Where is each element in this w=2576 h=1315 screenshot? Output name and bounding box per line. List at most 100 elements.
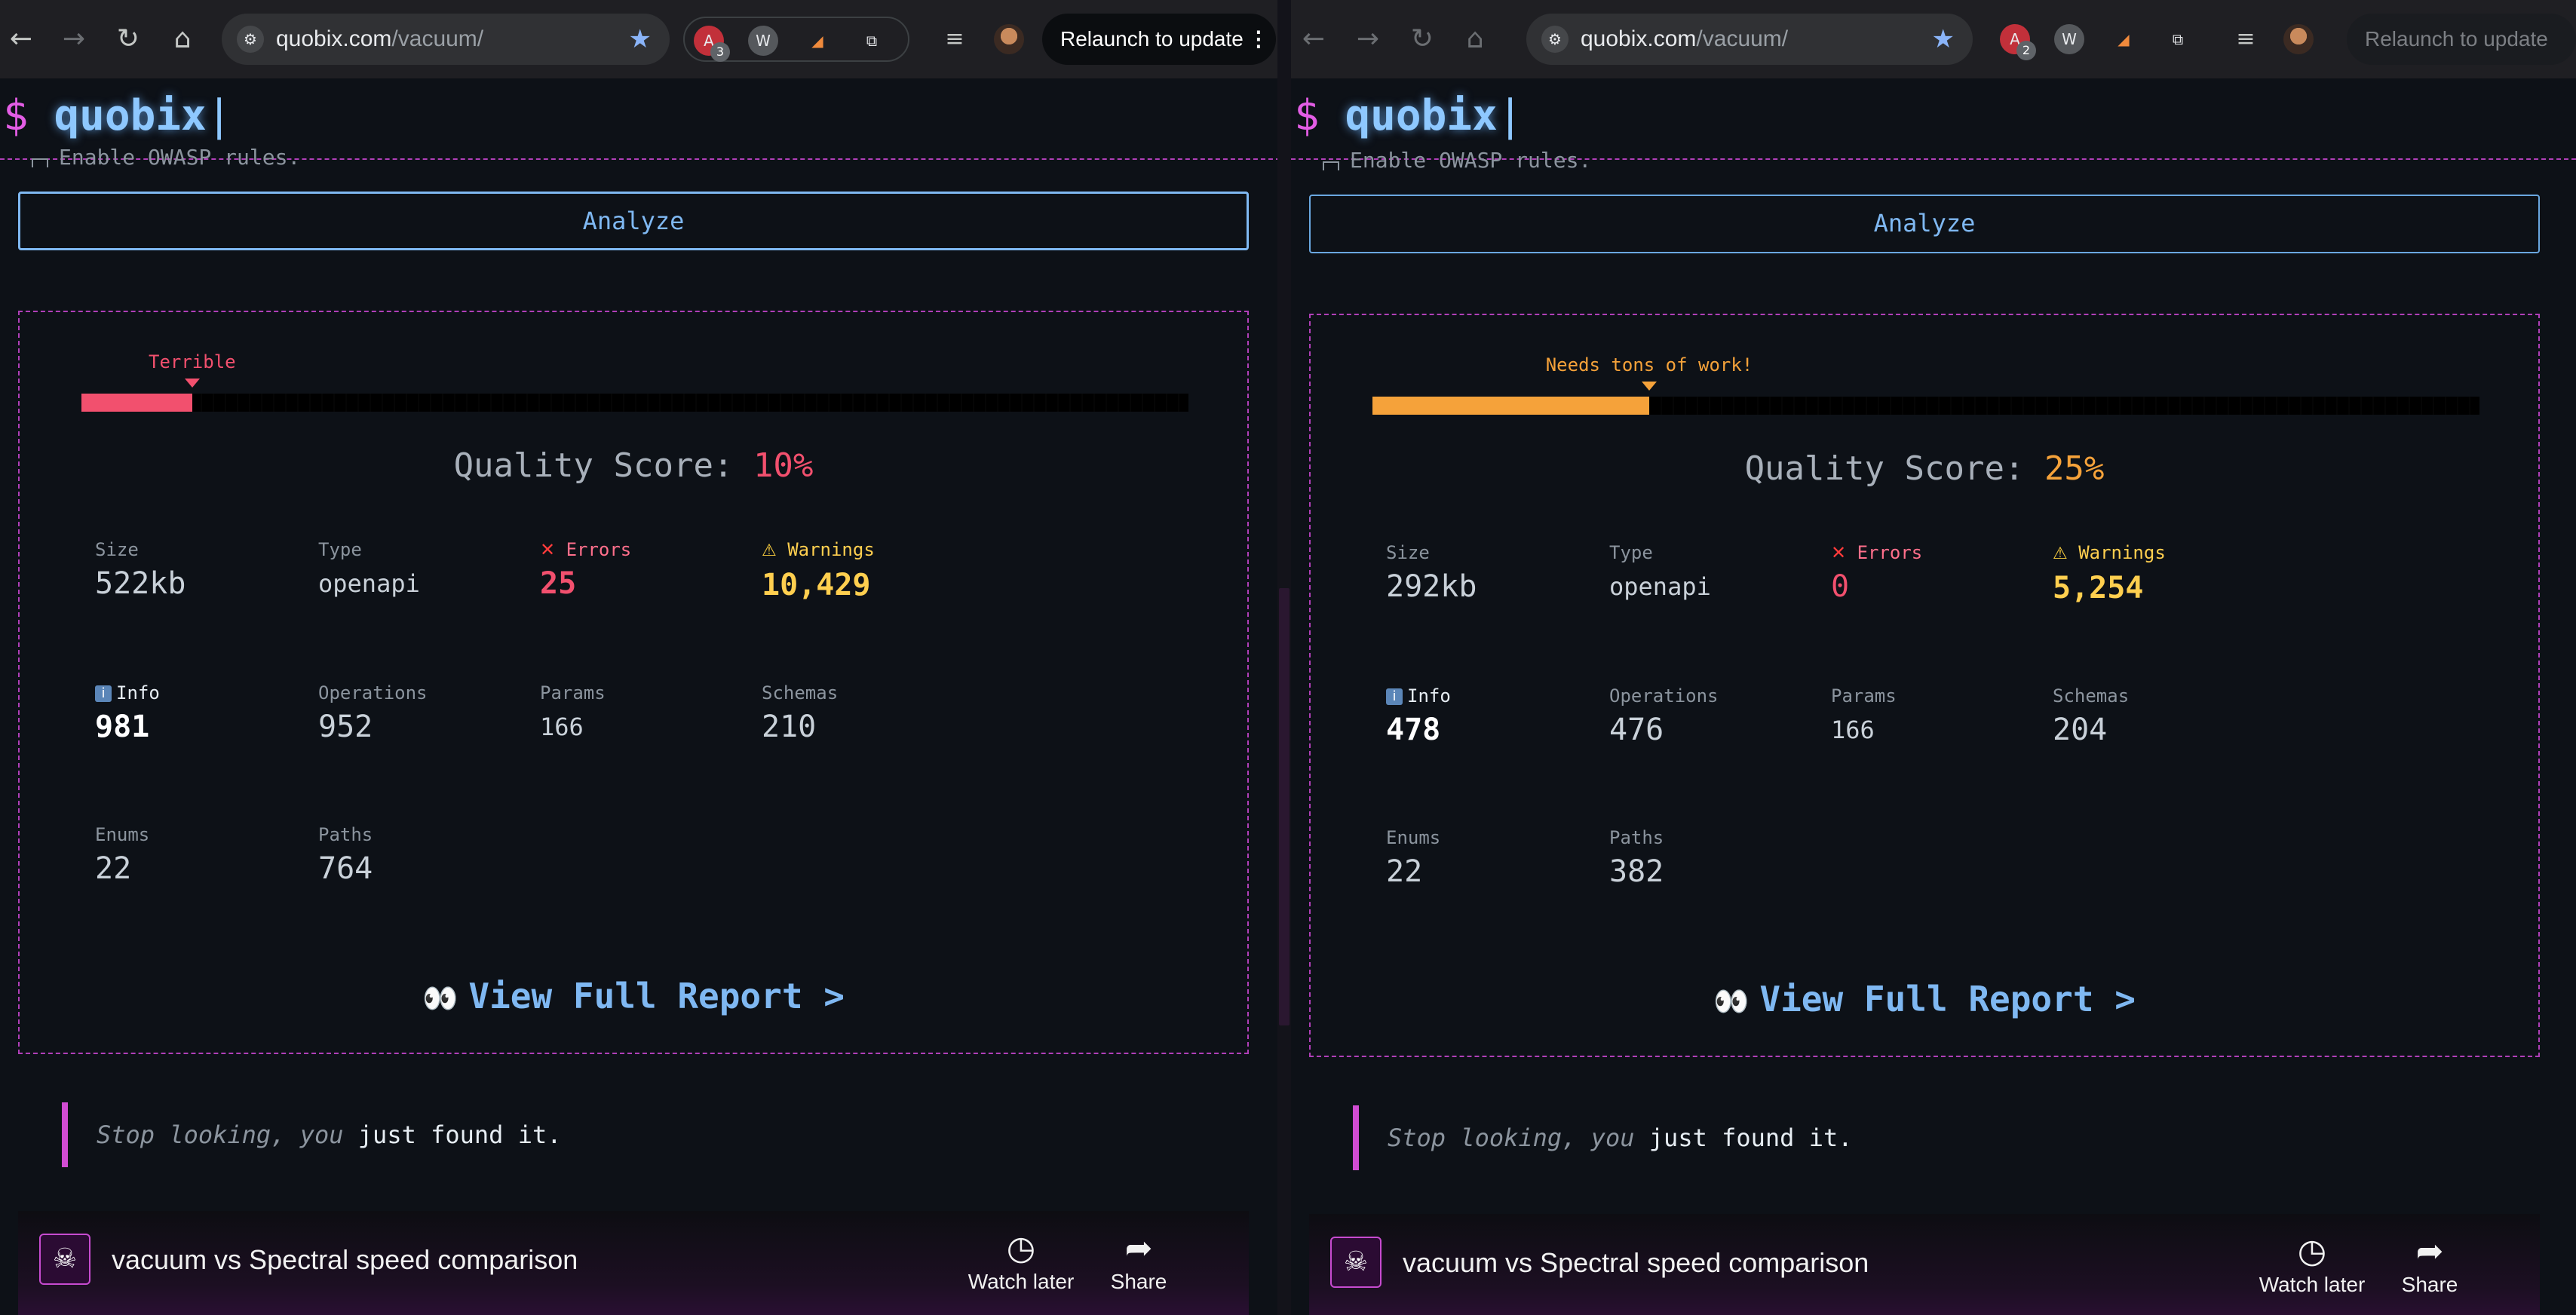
site-header: $ quobix|: [0, 78, 1288, 160]
extension-icon[interactable]: ◢: [2118, 30, 2130, 48]
stat-paths: Paths 382: [1609, 827, 1664, 889]
extension-icon[interactable]: ◢: [811, 32, 823, 50]
score-progress-fill: [1372, 397, 1649, 415]
profile-avatar[interactable]: [2283, 24, 2314, 54]
owasp-checkbox-row[interactable]: Enable OWASP rules.: [32, 145, 300, 167]
warning-triangle-icon: ⚠: [2053, 544, 2068, 563]
channel-avatar-icon[interactable]: ☠: [1330, 1237, 1382, 1288]
share-button[interactable]: ➦ Share: [2369, 1231, 2490, 1297]
stat-schemas: Schemas 210: [762, 682, 839, 744]
bookmark-star-icon[interactable]: ★: [1931, 24, 1955, 54]
address-url: quobix.com/vacuum/: [276, 26, 484, 51]
back-icon[interactable]: ←: [1302, 23, 1326, 54]
stat-operations: Operations 476: [1609, 685, 1719, 747]
video-embed[interactable]: ☠ vacuum vs Spectral speed comparison ◷ W…: [18, 1211, 1249, 1315]
window-divider: [1277, 0, 1291, 1315]
clock-icon: ◷: [1006, 1229, 1036, 1267]
score-progress-track: [1372, 397, 2479, 415]
back-icon[interactable]: ←: [9, 23, 33, 54]
error-x-icon: ✕: [1831, 542, 1847, 563]
owasp-checkbox[interactable]: [1323, 161, 1339, 170]
error-x-icon: ✕: [540, 539, 556, 560]
warning-triangle-icon: ⚠: [762, 541, 777, 560]
quality-score-heading: Quality Score: 10%: [453, 446, 814, 485]
quality-score-value: 25%: [2044, 449, 2105, 488]
view-full-report-link[interactable]: 👀 View Full Report >: [422, 976, 845, 1016]
relaunch-button[interactable]: Relaunch to update ⋮: [1042, 14, 1276, 65]
score-marker-caret: [1642, 382, 1657, 391]
video-embed[interactable]: ☠ vacuum vs Spectral speed comparison ◷ W…: [1309, 1214, 2540, 1315]
reload-icon[interactable]: ↻: [116, 23, 140, 54]
reading-list-icon[interactable]: ≡: [945, 26, 964, 52]
stat-info[interactable]: i Info 981: [95, 682, 160, 744]
score-progress-fill: [81, 394, 192, 412]
channel-avatar-icon[interactable]: ☠: [39, 1234, 90, 1285]
quobix-logo[interactable]: $ quobix|: [1294, 91, 1523, 140]
forward-icon[interactable]: →: [62, 23, 86, 54]
owasp-checkbox[interactable]: [32, 158, 48, 167]
eyes-icon: 👀: [422, 982, 458, 1015]
stat-type: Type openapi: [318, 539, 420, 598]
video-title[interactable]: vacuum vs Spectral speed comparison: [1403, 1247, 1869, 1278]
stat-paths: Paths 764: [318, 824, 373, 886]
info-icon: i: [1386, 688, 1403, 705]
watch-later-button[interactable]: ◷ Watch later: [2252, 1231, 2372, 1297]
stat-size: Size 292kb: [1386, 542, 1477, 604]
video-title[interactable]: vacuum vs Spectral speed comparison: [112, 1244, 578, 1275]
stat-errors[interactable]: ✕ Errors 0: [1831, 542, 1923, 604]
analyze-button[interactable]: Analyze: [1309, 195, 2540, 253]
reload-icon[interactable]: ↻: [1410, 23, 1434, 54]
wappalyzer-extension-icon[interactable]: W: [2054, 24, 2084, 54]
extension-badge: 3: [710, 42, 730, 62]
site-info-icon[interactable]: ⚙: [1541, 26, 1569, 53]
puzzle-extensions-icon[interactable]: ⧉: [2172, 30, 2184, 48]
tagline-quote: Stop looking, you just found it.: [1353, 1105, 1853, 1170]
address-bar[interactable]: ⚙ quobix.com/vacuum/ ★: [1526, 14, 1973, 65]
score-marker-caret: [184, 379, 200, 388]
stat-params: Params 166: [540, 682, 606, 741]
scrollbar-thumb[interactable]: [1279, 588, 1290, 1025]
home-icon[interactable]: ⌂: [173, 23, 192, 54]
share-arrow-icon: ➦: [1124, 1229, 1153, 1267]
quobix-logo[interactable]: $ quobix|: [3, 91, 232, 140]
wappalyzer-extension-icon[interactable]: W: [748, 26, 778, 56]
forward-icon[interactable]: →: [1356, 23, 1380, 54]
puzzle-extensions-icon[interactable]: ⧉: [866, 32, 878, 50]
score-progress-track: [81, 394, 1188, 412]
bookmark-star-icon[interactable]: ★: [628, 24, 652, 54]
quality-score-heading: Quality Score: 25%: [1744, 449, 2105, 488]
clock-icon: ◷: [2297, 1232, 2327, 1271]
quality-report-panel: Needs tons of work! Quality Score: 25% S…: [1309, 314, 2540, 1057]
view-full-report-link[interactable]: 👀 View Full Report >: [1713, 979, 2136, 1019]
extension-badge: 2: [2016, 41, 2036, 60]
profile-avatar[interactable]: [994, 24, 1024, 54]
stat-enums: Enums 22: [1386, 827, 1441, 889]
menu-kebab-icon[interactable]: ⋮: [1247, 27, 1269, 51]
address-bar[interactable]: ⚙ quobix.com/vacuum/ ★: [222, 14, 670, 65]
quality-score-value: 10%: [753, 446, 814, 485]
stat-enums: Enums 22: [95, 824, 150, 886]
owasp-checkbox-row[interactable]: Enable OWASP rules.: [1323, 148, 1591, 170]
stat-size: Size 522kb: [95, 539, 186, 601]
stat-operations: Operations 952: [318, 682, 428, 744]
share-button[interactable]: ➦ Share: [1078, 1228, 1199, 1294]
reading-list-icon[interactable]: ≡: [2236, 26, 2256, 52]
analyze-button[interactable]: Analyze: [18, 192, 1249, 250]
stat-type: Type openapi: [1609, 542, 1711, 601]
relaunch-button[interactable]: Relaunch to update: [2347, 14, 2576, 65]
watch-later-button[interactable]: ◷ Watch later: [961, 1228, 1081, 1294]
tagline-quote: Stop looking, you just found it.: [62, 1102, 562, 1167]
stat-errors[interactable]: ✕ Errors 25: [540, 539, 632, 601]
home-icon[interactable]: ⌂: [1466, 23, 1484, 54]
stat-info[interactable]: i Info 478: [1386, 685, 1451, 747]
stat-warnings[interactable]: ⚠ Warnings 10,429: [762, 539, 875, 602]
site-info-icon[interactable]: ⚙: [237, 26, 264, 53]
score-rating-label: Terrible: [149, 351, 236, 372]
stat-warnings[interactable]: ⚠ Warnings 5,254: [2053, 542, 2166, 605]
